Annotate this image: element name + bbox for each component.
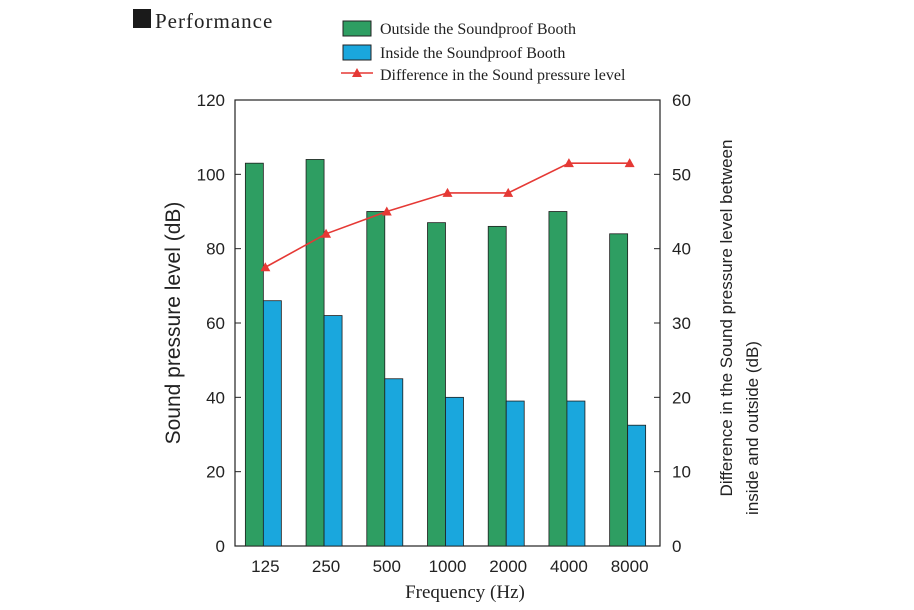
bar-outside-4000 — [548, 211, 568, 547]
legend-swatch-outside — [342, 20, 372, 37]
legend-label-outside: Outside the Soundproof Booth — [380, 21, 576, 38]
y-tick-label-left-40: 40 — [206, 388, 225, 407]
axis-ticks-layer: 125 250 500 1000 2000 4000 8000020406080100120… — [197, 91, 691, 576]
difference-marker-1000 — [442, 187, 453, 197]
x-tick-label-4000: 4000 — [550, 557, 588, 576]
x-tick-label-500: 500 — [373, 557, 401, 576]
y-tick-label-right-0: 0 — [672, 537, 681, 556]
bar-inside-250 — [323, 315, 343, 547]
y-tick-label-right-40: 40 — [672, 240, 691, 259]
bar-outside-2000 — [487, 225, 507, 547]
bar-inside-1000 — [445, 396, 464, 547]
title-square-icon — [133, 9, 151, 28]
bar-outside-500 — [366, 211, 386, 547]
x-tick-label-2000: 2000 — [489, 557, 527, 576]
y-tick-label-left-60: 60 — [206, 314, 225, 333]
y-tick-label-left-80: 80 — [206, 240, 225, 259]
y-tick-label-right-20: 20 — [672, 388, 691, 407]
legend: Outside the Soundproof Booth Inside the … — [341, 20, 626, 84]
chart-title: Performance — [155, 9, 273, 33]
y-tick-label-left-120: 120 — [197, 91, 225, 110]
y-tick-label-left-100: 100 — [197, 165, 225, 184]
x-tick-label-250: 250 — [312, 557, 340, 576]
y-tick-label-left-0: 0 — [216, 537, 225, 556]
bar-outside-8000 — [609, 233, 629, 547]
difference-marker-4000 — [563, 158, 574, 168]
y-tick-label-right-60: 60 — [672, 91, 691, 110]
y-axis-label-right-line-1: Difference in the Sound pressure level b… — [717, 140, 736, 497]
bar-inside-2000 — [505, 400, 525, 547]
difference-marker-8000 — [624, 158, 635, 168]
y-tick-label-right-30: 30 — [672, 314, 691, 333]
difference-line-layer — [260, 158, 635, 272]
bar-outside-250 — [305, 159, 325, 547]
legend-label-inside: Inside the Soundproof Booth — [380, 45, 565, 62]
y-tick-label-left-20: 20 — [206, 463, 225, 482]
difference-marker-250 — [321, 228, 332, 238]
x-tick-label-125: 125 — [251, 557, 279, 576]
bar-outside-1000 — [427, 222, 446, 547]
y-axis-label-left: Sound pressure level (dB) — [162, 202, 185, 445]
y-axis-label-right-line-2: inside and outside (dB) — [743, 341, 762, 515]
bar-inside-8000 — [627, 424, 647, 547]
difference-marker-2000 — [503, 187, 514, 197]
bar-inside-4000 — [566, 400, 586, 547]
bar-outside-125 — [244, 162, 264, 547]
y-tick-label-right-10: 10 — [672, 463, 691, 482]
bar-inside-500 — [384, 378, 404, 547]
y-tick-label-right-50: 50 — [672, 165, 691, 184]
legend-swatch-inside — [342, 44, 372, 61]
difference-marker-500 — [381, 206, 392, 216]
difference-marker-125 — [260, 262, 271, 272]
bar-inside-125 — [262, 300, 282, 547]
x-axis-label: Frequency (Hz) — [405, 582, 525, 603]
legend-swatch-difference-marker — [352, 68, 362, 77]
x-tick-label-8000: 8000 — [611, 557, 649, 576]
x-tick-label-1000: 1000 — [429, 557, 467, 576]
legend-label-difference: Difference in the Sound pressure level — [380, 67, 626, 84]
bars-layer — [244, 159, 647, 547]
